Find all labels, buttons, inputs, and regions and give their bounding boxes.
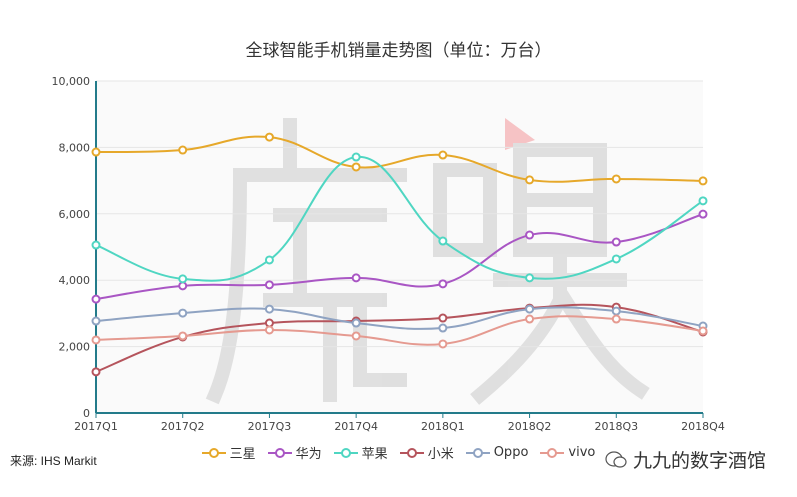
data-point	[351, 331, 361, 341]
data-point	[525, 230, 535, 240]
data-point	[264, 304, 274, 314]
x-tick-label: 2018Q2	[508, 420, 552, 433]
series-苹果	[91, 152, 708, 284]
watermark-triangle	[505, 118, 535, 150]
data-point	[438, 323, 448, 333]
data-point	[91, 240, 101, 250]
data-point	[698, 326, 708, 336]
watermark-stroke	[205, 118, 407, 405]
data-point	[351, 318, 361, 328]
series-line	[95, 156, 704, 282]
data-point	[91, 147, 101, 157]
data-point	[351, 162, 361, 172]
data-point	[698, 209, 708, 219]
y-tick-label: 8,000	[59, 141, 91, 154]
data-point	[264, 255, 274, 265]
x-tick-label: 2018Q3	[594, 420, 638, 433]
source-note: 来源: IHS Markit	[10, 454, 97, 468]
data-point	[351, 273, 361, 283]
data-point	[91, 316, 101, 326]
data-point	[91, 294, 101, 304]
data-point	[178, 281, 188, 291]
data-point	[611, 306, 621, 316]
data-point	[178, 331, 188, 341]
data-point	[611, 174, 621, 184]
legend-marker-icon	[399, 447, 424, 458]
data-point	[351, 152, 361, 162]
data-point	[264, 318, 274, 328]
x-tick-label: 2018Q1	[421, 420, 465, 433]
legend-marker-icon	[201, 447, 226, 458]
data-point	[438, 313, 448, 323]
data-point	[525, 273, 535, 283]
series-vivo	[91, 314, 708, 349]
legend-label: 苹果	[361, 447, 388, 462]
data-point	[178, 308, 188, 318]
data-point	[611, 254, 621, 264]
legend-label: 三星	[229, 447, 256, 462]
series-line	[95, 303, 704, 373]
series-line	[95, 213, 704, 301]
legend-marker-icon	[267, 447, 292, 458]
legend: 三星 华为 苹果 小米 Oppo vivo	[0, 443, 797, 462]
series-line	[95, 315, 704, 346]
data-point	[525, 175, 535, 185]
data-point	[611, 237, 621, 247]
data-point	[698, 176, 708, 186]
legend-marker-icon	[333, 447, 358, 458]
data-point	[178, 274, 188, 284]
brand-label: 九九的数字酒馆	[605, 446, 766, 473]
series-line	[95, 135, 704, 183]
x-tick-label: 2017Q3	[248, 420, 292, 433]
legend-item[interactable]: 苹果	[333, 443, 388, 462]
legend-label: 小米	[427, 447, 454, 462]
brand-text: 九九的数字酒馆	[633, 450, 767, 472]
data-point	[264, 325, 274, 335]
y-tick-label: 0	[83, 407, 90, 420]
data-point	[264, 280, 274, 290]
legend-item[interactable]: Oppo	[465, 443, 529, 462]
data-point	[438, 150, 448, 160]
series-三星	[91, 132, 708, 186]
wechat-icon	[605, 450, 627, 468]
series-华为	[91, 209, 708, 304]
chart-title: 全球智能手机销量走势图（单位：万台）	[245, 41, 552, 61]
line-chart: 0 2,000 4,000 6,000 8,000 10,000 2017Q1 2017Q2 2…	[52, 75, 725, 433]
legend-label: Oppo	[493, 445, 529, 460]
legend-item[interactable]: 华为	[267, 443, 322, 462]
data-point	[525, 304, 535, 314]
data-point	[91, 367, 101, 377]
data-point	[525, 314, 535, 324]
data-point	[264, 132, 274, 142]
data-point	[698, 196, 708, 206]
y-tick-label: 6,000	[59, 208, 91, 221]
data-point	[438, 279, 448, 289]
legend-label: vivo	[568, 445, 596, 460]
y-tick-label: 4,000	[59, 274, 91, 287]
x-tick-label: 2017Q1	[74, 420, 118, 433]
data-point	[438, 339, 448, 349]
data-point	[611, 314, 621, 324]
watermark-logo	[205, 118, 650, 405]
data-point	[91, 335, 101, 345]
legend-marker-icon	[540, 447, 565, 458]
data-point	[178, 145, 188, 155]
series-line	[95, 306, 704, 330]
y-tick-label: 2,000	[59, 341, 91, 354]
legend-item[interactable]: 小米	[399, 443, 454, 462]
legend-item[interactable]: 三星	[201, 443, 256, 462]
legend-marker-icon	[465, 447, 490, 458]
data-point	[438, 236, 448, 246]
x-tick-label: 2017Q2	[161, 420, 205, 433]
x-tick-label: 2017Q4	[334, 420, 378, 433]
y-tick-label: 10,000	[52, 75, 91, 88]
x-tick-label: 2018Q4	[681, 420, 725, 433]
legend-item[interactable]: vivo	[540, 443, 595, 462]
legend-label: 华为	[295, 447, 322, 462]
